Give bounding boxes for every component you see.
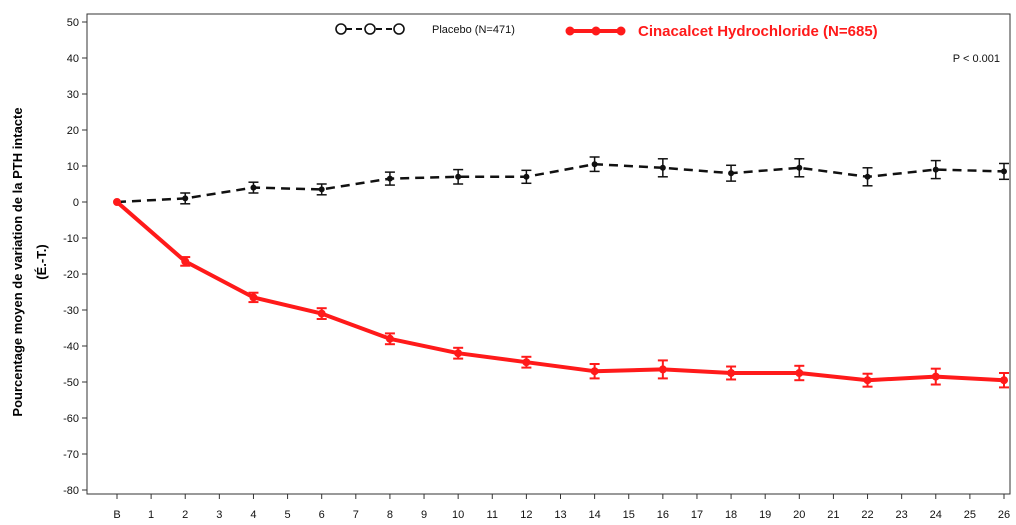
data-point bbox=[454, 349, 463, 358]
x-tick-label: 16 bbox=[657, 509, 669, 521]
data-point bbox=[728, 170, 735, 177]
x-tick-label: 3 bbox=[216, 509, 222, 521]
x-tick-label: 20 bbox=[793, 509, 805, 521]
legend-cinacalcet-marker bbox=[565, 26, 575, 36]
data-point bbox=[1000, 376, 1008, 385]
x-tick-label: 25 bbox=[964, 509, 976, 521]
x-tick-label: 24 bbox=[930, 509, 942, 521]
data-point bbox=[182, 195, 189, 202]
data-point bbox=[249, 293, 258, 302]
y-tick-label: 0 bbox=[73, 197, 79, 209]
y-tick-label: -70 bbox=[63, 449, 79, 461]
x-tick-label: 10 bbox=[452, 509, 464, 521]
x-tick-label: 26 bbox=[998, 509, 1010, 521]
data-point bbox=[1001, 168, 1007, 175]
y-tick-label: 50 bbox=[67, 17, 79, 29]
data-point bbox=[385, 334, 394, 343]
data-point bbox=[523, 173, 530, 180]
data-point bbox=[455, 173, 462, 180]
series-layer bbox=[113, 156, 1009, 389]
legend-cinacalcet-label: Cinacalcet Hydrochloride (N=685) bbox=[638, 23, 878, 40]
y-tick-label: -10 bbox=[63, 233, 79, 245]
y-tick-label: -80 bbox=[63, 485, 79, 497]
x-tick-label: 13 bbox=[554, 509, 566, 521]
x-tick-label: 11 bbox=[487, 509, 498, 521]
y-tick-label: 30 bbox=[67, 89, 79, 101]
y-axis-label-line2: (É.-T.) bbox=[34, 244, 49, 279]
x-tick-label: 12 bbox=[520, 509, 532, 521]
x-tick-label: 18 bbox=[725, 509, 737, 521]
data-point bbox=[522, 358, 531, 367]
y-tick-label: -60 bbox=[63, 413, 79, 425]
y-tick-label: 10 bbox=[67, 161, 79, 173]
data-point bbox=[181, 257, 190, 266]
legend-placebo-label: Placebo (N=471) bbox=[432, 24, 515, 36]
y-axis-ticks: 50 40 30 20 10 0 -10 -20 -30 -40 -50 -60 -70 -80 bbox=[63, 17, 87, 497]
data-point bbox=[727, 369, 736, 377]
y-tick-label: -20 bbox=[63, 269, 79, 281]
x-tick-label: 1 bbox=[148, 509, 154, 521]
x-tick-label: 5 bbox=[285, 509, 291, 521]
x-tick-label: 19 bbox=[759, 509, 771, 521]
series-line bbox=[116, 162, 1005, 204]
x-tick-label: 15 bbox=[623, 509, 635, 521]
y-tick-label: -50 bbox=[63, 377, 79, 389]
x-tick-label: 2 bbox=[182, 509, 188, 521]
x-tick-label: 7 bbox=[353, 509, 359, 521]
data-point bbox=[386, 175, 393, 182]
data-point bbox=[795, 369, 804, 377]
legend-cinacalcet-marker bbox=[616, 26, 626, 36]
data-point bbox=[864, 173, 871, 180]
series-line bbox=[115, 200, 1005, 383]
y-tick-label: 40 bbox=[67, 53, 79, 65]
data-point bbox=[317, 309, 326, 318]
series-1 bbox=[113, 198, 1009, 389]
y-tick-label: -30 bbox=[63, 305, 79, 317]
x-tick-label: 22 bbox=[861, 509, 873, 521]
y-axis-title: Pourcentage moyen de variation de la PTH… bbox=[10, 107, 49, 416]
x-tick-label: 6 bbox=[319, 509, 325, 521]
data-point bbox=[590, 367, 599, 376]
legend-cinacalcet-marker bbox=[591, 26, 601, 36]
legend-placebo-marker bbox=[393, 23, 405, 35]
data-point bbox=[113, 198, 121, 206]
y-axis-label-line1: Pourcentage moyen de variation de la PTH… bbox=[10, 107, 25, 416]
data-point bbox=[250, 184, 257, 191]
x-tick-label: 21 bbox=[827, 509, 839, 521]
x-tick-label: 8 bbox=[387, 509, 393, 521]
x-tick-label: 14 bbox=[588, 509, 600, 521]
series-0 bbox=[114, 156, 1009, 205]
data-point bbox=[318, 186, 325, 193]
y-tick-label: -40 bbox=[63, 341, 79, 353]
legend-placebo-marker bbox=[335, 23, 347, 35]
x-tick-label: 9 bbox=[421, 509, 427, 521]
x-tick-label: 4 bbox=[250, 509, 256, 521]
data-point bbox=[931, 372, 940, 381]
y-tick-label: 20 bbox=[67, 125, 79, 137]
data-point bbox=[863, 376, 872, 385]
legend: Placebo (N=471) Cinacalcet Hydrochloride … bbox=[335, 23, 878, 40]
p-value-annotation: P < 0.001 bbox=[953, 53, 1000, 65]
x-axis-ticks: B 1 2 3 4 5 6 7 8 9 10 11 12 13 14 15 16 17 18 19 20 21 22 23 24… bbox=[113, 494, 1010, 521]
data-point bbox=[796, 164, 803, 171]
data-point bbox=[932, 166, 939, 173]
plot-area-frame bbox=[86, 13, 1011, 495]
x-tick-label: 17 bbox=[691, 509, 703, 521]
data-point bbox=[659, 164, 666, 171]
data-point bbox=[591, 161, 598, 168]
x-tick-label: 23 bbox=[896, 509, 908, 521]
x-tick-label: B bbox=[113, 509, 120, 521]
data-point bbox=[658, 365, 667, 374]
legend-placebo-marker bbox=[364, 23, 376, 35]
